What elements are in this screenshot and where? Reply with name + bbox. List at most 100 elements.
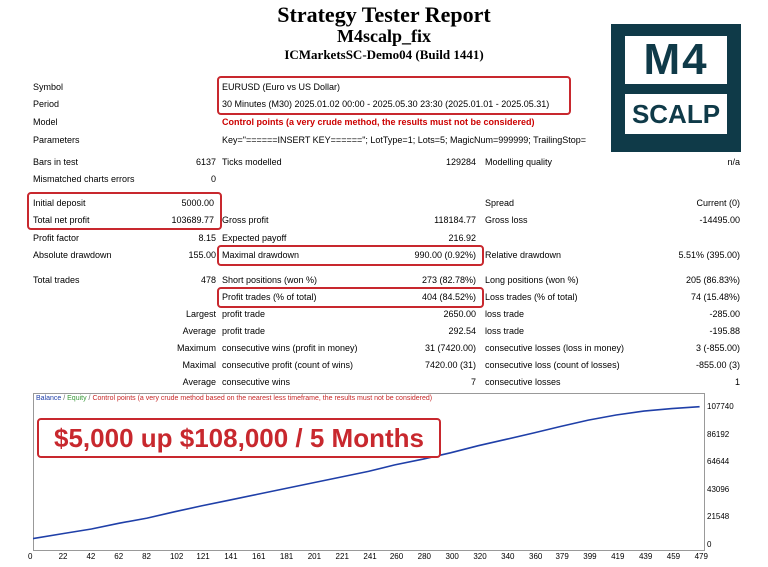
profit-factor-label: Profit factor <box>33 233 80 243</box>
symbol-label: Symbol <box>33 82 64 92</box>
y-tick-label: 43096 <box>707 484 730 494</box>
deposit-profit-highlight <box>27 192 222 230</box>
model-value: Control points (a very crude method, the… <box>222 117 535 127</box>
expected-payoff-label: Expected payoff <box>222 233 287 243</box>
short-label: Short positions (won %) <box>222 275 318 285</box>
ticks-value: 129284 <box>445 157 476 167</box>
y-tick-label: 0 <box>707 540 712 549</box>
x-tick-label: 22 <box>58 552 68 561</box>
profit-trades-label: Profit trades (% of total) <box>222 292 317 302</box>
logo-line2: SCALP <box>625 94 727 134</box>
max-dd-value: 990.00 (0.92%) <box>414 250 476 260</box>
x-tick-label: 280 <box>417 552 432 561</box>
largest-profit-label: profit trade <box>222 309 266 319</box>
profit-banner: $5,000 up $108,000 / 5 Months <box>37 418 441 458</box>
average-loss-label: loss trade <box>485 326 525 336</box>
x-tick-label: 201 <box>307 552 322 561</box>
x-tick-label: 181 <box>279 552 294 561</box>
profit-trades-value: 404 (84.52%) <box>421 292 476 302</box>
legend-control-points: Control points (a very crude method base… <box>92 395 433 402</box>
avg-cons-losses-value: 1 <box>734 377 740 387</box>
long-value: 205 (86.83%) <box>685 275 740 285</box>
y-tick-label: 21548 <box>707 512 730 522</box>
maximal-cons-loss-value: -855.00 (3) <box>695 360 740 370</box>
abs-dd-value: 155.00 <box>188 250 216 260</box>
period-label: Period <box>33 99 60 109</box>
x-tick-label: 360 <box>529 552 543 561</box>
gross-profit-value: 118184.77 <box>434 215 476 225</box>
y-tick-label: 86192 <box>707 429 730 439</box>
max-dd-label: Maximal drawdown <box>222 250 300 260</box>
gross-loss-label: Gross loss <box>485 215 528 225</box>
chart-legend: Balance / Equity / Control points (a ver… <box>36 395 432 402</box>
rel-dd-value: 5.51% (395.00) <box>678 250 740 260</box>
x-tick-label: 379 <box>555 552 569 561</box>
legend-equity: Equity <box>67 395 87 402</box>
x-tick-label: 340 <box>501 552 515 561</box>
max-drawdown-highlight <box>217 245 484 266</box>
total-trades-value: 478 <box>200 275 216 285</box>
mismatch-label: Mismatched charts errors <box>33 174 135 184</box>
maximal-cons-loss-label: consecutive loss (count of losses) <box>485 360 620 370</box>
largest-profit-value: 2650.00 <box>443 309 476 319</box>
avg-cons-wins-label: consecutive wins <box>222 377 291 387</box>
legend-sep2: / <box>86 395 93 402</box>
server-info: ICMarketsSC-Demo04 (Build 1441) <box>284 47 484 62</box>
x-tick-label: 0 <box>28 552 33 561</box>
maximal-label: Maximal <box>182 360 216 370</box>
quality-value: n/a <box>727 157 740 167</box>
x-tick-label: 42 <box>86 552 96 561</box>
x-tick-label: 399 <box>583 552 597 561</box>
max-cons-losses-label: consecutive losses (loss in money) <box>485 343 625 353</box>
expert-name: M4scalp_fix <box>337 26 431 46</box>
x-tick-label: 221 <box>335 552 349 561</box>
quality-label: Modelling quality <box>485 157 553 167</box>
ticks-label: Ticks modelled <box>222 157 282 167</box>
logo-line1: M4 <box>625 36 727 84</box>
x-tick-label: 102 <box>169 552 184 561</box>
largest-label: Largest <box>185 309 216 319</box>
maximum-label: Maximum <box>176 343 216 353</box>
x-tick-label: 241 <box>363 552 377 561</box>
mismatch-value: 0 <box>210 174 216 184</box>
spread-value: Current (0) <box>696 198 740 208</box>
loss-trades-label: Loss trades (% of total) <box>485 292 578 302</box>
maximal-cons-profit-value: 7420.00 (31) <box>424 360 476 370</box>
m4scalp-logo: M4 SCALP <box>611 24 741 152</box>
spread-label: Spread <box>485 198 515 208</box>
balance-line <box>33 405 700 540</box>
avg-cons-wins-value: 7 <box>470 377 476 387</box>
x-tick-label: 439 <box>638 552 653 561</box>
report-title: Strategy Tester Report <box>277 2 491 27</box>
rel-dd-label: Relative drawdown <box>485 250 562 260</box>
avg-cons-losses-label: consecutive losses <box>485 377 561 387</box>
parameters-label: Parameters <box>33 135 80 145</box>
x-tick-label: 459 <box>666 552 681 561</box>
x-tick-label: 161 <box>252 552 266 561</box>
average-profit-label: profit trade <box>222 326 266 336</box>
x-tick-label: 260 <box>389 552 404 561</box>
model-label: Model <box>33 117 58 127</box>
profit-factor-value: 8.15 <box>198 233 216 243</box>
period-value: 30 Minutes (M30) 2025.01.02 00:00 - 2025… <box>222 99 550 109</box>
initial-deposit-label: Initial deposit <box>33 198 86 208</box>
parameters-value: Key="======INSERT KEY======"; LotType=1;… <box>222 135 587 145</box>
max-cons-losses-value: 3 (-855.00) <box>695 343 740 353</box>
gross-loss-value: -14495.00 <box>699 215 740 225</box>
average-profit-value: 292.54 <box>448 326 476 336</box>
symbol-value: EURUSD (Euro vs US Dollar) <box>222 82 341 92</box>
loss-trades-value: 74 (15.48%) <box>690 292 740 302</box>
largest-loss-label: loss trade <box>485 309 525 319</box>
expected-payoff-value: 216.92 <box>448 233 476 243</box>
total-trades-label: Total trades <box>33 275 80 285</box>
short-value: 273 (82.78%) <box>421 275 476 285</box>
x-tick-label: 121 <box>196 552 210 561</box>
gross-profit-label: Gross profit <box>222 215 269 225</box>
largest-loss-value: -285.00 <box>709 309 740 319</box>
bars-value: 6137 <box>195 157 216 167</box>
x-tick-label: 62 <box>114 552 124 561</box>
x-tick-label: 141 <box>224 552 238 561</box>
net-profit-label: Total net profit <box>33 215 90 225</box>
average2-label: Average <box>182 377 216 387</box>
x-tick-label: 82 <box>142 552 152 561</box>
